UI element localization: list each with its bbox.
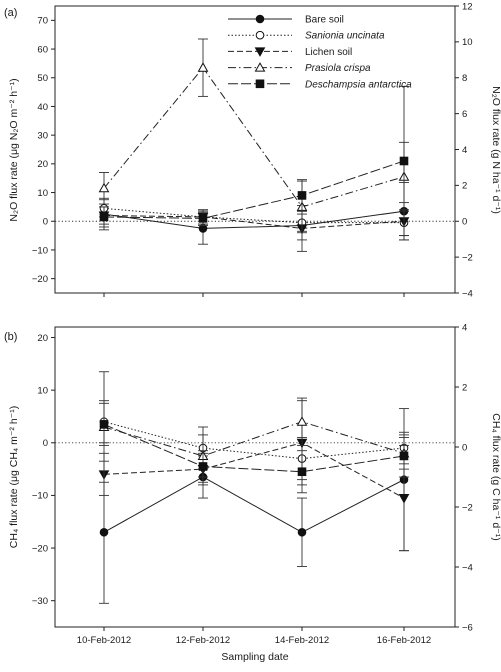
series-line bbox=[103, 210, 405, 229]
panel-b-ytick-right-label: −4 bbox=[462, 562, 473, 573]
panel-b-xtick-label: 10-Feb-2012 bbox=[77, 635, 131, 646]
panel-a-ytick-left-label: 0 bbox=[43, 217, 48, 228]
panel-b: (b) CH₄ flux rate (μg CH₄ m⁻² h⁻¹) CH₄ f… bbox=[4, 322, 501, 663]
panel-a-ytick-left-label: 30 bbox=[37, 130, 48, 141]
panel-b-series-0 bbox=[99, 408, 409, 604]
panel-b-ytick-left-label: −10 bbox=[32, 491, 48, 502]
panel-b-ytick-left-label: −20 bbox=[32, 543, 48, 554]
series-line bbox=[103, 66, 405, 208]
data-point bbox=[99, 212, 109, 222]
panel-a-ytick-right-label: 2 bbox=[462, 181, 467, 192]
panel-b-xlabel: Sampling date bbox=[221, 651, 288, 663]
panel-a: (a) N₂O flux rate (μg N₂O m⁻² h⁻¹) N₂O f… bbox=[4, 1, 501, 299]
panel-b-xtick-label: 14-Feb-2012 bbox=[275, 635, 329, 646]
panel-a-ytick-left-label: −20 bbox=[32, 274, 48, 285]
data-point bbox=[99, 527, 109, 537]
panel-a-ylabel-right: N₂O flux rate (g N ha⁻¹ d⁻¹) bbox=[490, 86, 501, 214]
series-line bbox=[103, 421, 405, 460]
panel-b-frame bbox=[54, 326, 456, 628]
panel-b-xtick-label: 12-Feb-2012 bbox=[176, 635, 230, 646]
series-line bbox=[103, 215, 405, 229]
series-line bbox=[103, 442, 405, 499]
panel-a-ytick-right-label: 6 bbox=[462, 109, 467, 120]
panel-a-ylabel-left: N₂O flux rate (μg N₂O m⁻² h⁻¹) bbox=[8, 78, 20, 221]
panel-a-frame bbox=[54, 5, 456, 294]
data-point bbox=[197, 62, 209, 72]
panel-b-ytick-left-label: −30 bbox=[32, 596, 48, 607]
panel-b-ytick-right-label: 4 bbox=[462, 322, 467, 333]
panel-a-ytick-left-label: 60 bbox=[37, 44, 48, 55]
data-point bbox=[297, 191, 307, 200]
panel-a-ytick-left-label: 20 bbox=[37, 159, 48, 170]
legend-marker bbox=[255, 79, 265, 89]
panel-b-ytick-right-label: 2 bbox=[462, 382, 467, 393]
data-point bbox=[398, 494, 410, 504]
legend: Bare soil Sanionia uncinata Lichen soil Pra… bbox=[228, 14, 412, 90]
panel-a-ytick-left-label: −10 bbox=[32, 245, 48, 256]
data-point bbox=[198, 214, 208, 223]
panel-b-label: (b) bbox=[4, 331, 17, 343]
panel-b-xtick-label: 16-Feb-2012 bbox=[377, 635, 431, 646]
panel-b-ytick-left-label: 10 bbox=[37, 385, 48, 396]
series-line bbox=[103, 421, 405, 457]
panel-a-ytick-left-label: 40 bbox=[37, 102, 48, 113]
data-point bbox=[99, 420, 109, 429]
data-point bbox=[297, 467, 307, 477]
panel-a-ytick-right-label: 4 bbox=[462, 145, 467, 156]
legend-label: Deschampsia antarctica bbox=[305, 79, 412, 90]
series-line bbox=[103, 160, 405, 219]
panel-a-series-0 bbox=[99, 182, 409, 245]
panel-b-ytick-left-label: 20 bbox=[37, 333, 48, 344]
panel-a-ytick-left-label: 50 bbox=[37, 73, 48, 84]
legend-label: Prasiola crispa bbox=[305, 63, 371, 74]
panel-a-series-4 bbox=[99, 85, 409, 237]
data-point bbox=[399, 156, 409, 166]
panel-b-series-4 bbox=[99, 402, 409, 494]
panel-b-ytick-right-label: −6 bbox=[462, 622, 473, 633]
panel-b-ylabel-right: CH₄ flux rate (g C ha⁻¹ d⁻¹) bbox=[490, 413, 501, 540]
panel-a-ytick-right-label: 8 bbox=[462, 73, 467, 84]
data-point bbox=[297, 527, 307, 537]
panel-a-ytick-left-label: 10 bbox=[37, 188, 48, 199]
panel-a-ytick-right-label: 12 bbox=[462, 1, 473, 12]
panel-b-ylabel-left: CH₄ flux rate (μg CH₄ m⁻² h⁻¹) bbox=[8, 406, 20, 548]
legend-marker bbox=[254, 47, 266, 57]
legend-label: Bare soil bbox=[305, 15, 344, 26]
panel-a-ytick-left-label: 70 bbox=[37, 16, 48, 27]
panel-b-series-2 bbox=[98, 400, 410, 552]
series-line bbox=[103, 423, 405, 473]
panel-a-ytick-right-label: −4 bbox=[462, 288, 473, 299]
data-point bbox=[198, 462, 208, 471]
panel-b-ytick-left-label: 0 bbox=[43, 438, 48, 449]
legend-label: Sanionia uncinata bbox=[305, 31, 385, 42]
legend-marker bbox=[255, 30, 265, 40]
legend-marker bbox=[255, 14, 265, 24]
panel-a-ytick-right-label: 10 bbox=[462, 37, 473, 48]
panel-b-series-3 bbox=[98, 371, 410, 483]
panel-a-ytick-right-label: 0 bbox=[462, 217, 467, 228]
series-line bbox=[103, 476, 405, 533]
legend-label: Lichen soil bbox=[305, 47, 352, 58]
data-point bbox=[98, 182, 110, 193]
data-point bbox=[296, 416, 308, 426]
panel-b-ytick-right-label: −2 bbox=[462, 502, 473, 513]
panel-b-ytick-right-label: 0 bbox=[462, 442, 467, 453]
series-line bbox=[103, 207, 404, 224]
data-point bbox=[399, 451, 409, 461]
legend-marker bbox=[254, 62, 266, 72]
panel-a-label: (a) bbox=[4, 7, 17, 19]
panel-a-ytick-right-label: −2 bbox=[462, 252, 473, 263]
